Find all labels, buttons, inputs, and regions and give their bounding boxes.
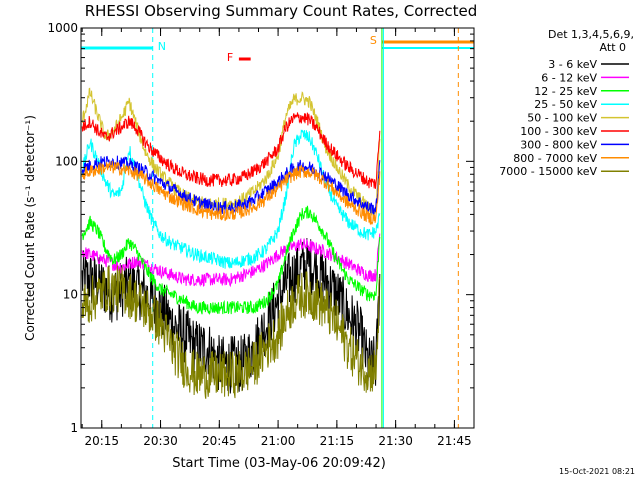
x-tick-label: 20:30 bbox=[143, 434, 178, 448]
legend-label: 300 - 800 keV bbox=[520, 138, 597, 151]
y-tick-label: 10 bbox=[63, 288, 78, 302]
y-axis: 1 10 100 1000 bbox=[47, 21, 474, 435]
flag-label-night: N bbox=[158, 40, 166, 53]
series-line bbox=[81, 265, 381, 399]
series-line bbox=[81, 155, 381, 215]
legend-label: 800 - 7000 keV bbox=[513, 152, 597, 165]
y-tick-label: 1000 bbox=[47, 21, 78, 35]
x-tick-label: 20:15 bbox=[84, 434, 119, 448]
legend-label: 50 - 100 keV bbox=[527, 112, 597, 125]
x-tick-label: 21:45 bbox=[437, 434, 472, 448]
legend-label: 12 - 25 keV bbox=[534, 85, 597, 98]
x-tick-label: 21:00 bbox=[261, 434, 296, 448]
series-line bbox=[81, 233, 381, 288]
y-tick-label: 100 bbox=[55, 154, 78, 168]
x-tick-label: 20:45 bbox=[202, 434, 237, 448]
legend-label: 6 - 12 keV bbox=[541, 71, 597, 84]
x-tick-label: 21:15 bbox=[320, 434, 355, 448]
chart-title: RHESSI Observing Summary Count Rates, Co… bbox=[85, 2, 478, 20]
legend-header-detectors: Det 1,3,4,5,6,9, bbox=[548, 28, 634, 41]
x-axis: 20:15 20:30 20:45 21:00 21:15 21:30 21:45 bbox=[81, 28, 475, 448]
legend-label: 3 - 6 keV bbox=[548, 58, 597, 71]
series-line bbox=[81, 205, 381, 316]
plot-timestamp: 15-Oct-2021 08:21 bbox=[559, 467, 635, 476]
series-line bbox=[81, 112, 381, 189]
legend-header-attenuator: Att 0 bbox=[600, 41, 626, 54]
plot-frame bbox=[80, 27, 475, 429]
flag-label-flare: F bbox=[227, 51, 233, 64]
x-tick-label: 21:30 bbox=[378, 434, 413, 448]
legend-label: 25 - 50 keV bbox=[534, 98, 597, 111]
legend-label: 100 - 300 keV bbox=[520, 125, 597, 138]
series-line bbox=[81, 160, 381, 226]
x-axis-label: Start Time (03-May-06 20:09:42) bbox=[172, 456, 386, 471]
legend-label: 7000 - 15000 keV bbox=[499, 165, 597, 178]
flag-label-saa: S bbox=[370, 34, 377, 47]
plot-area: N F S bbox=[81, 28, 474, 428]
y-tick-label: 1 bbox=[70, 421, 78, 435]
series-line bbox=[81, 87, 381, 216]
y-axis-label: Corrected Count Rate (s⁻¹ detector⁻¹) bbox=[23, 115, 37, 341]
